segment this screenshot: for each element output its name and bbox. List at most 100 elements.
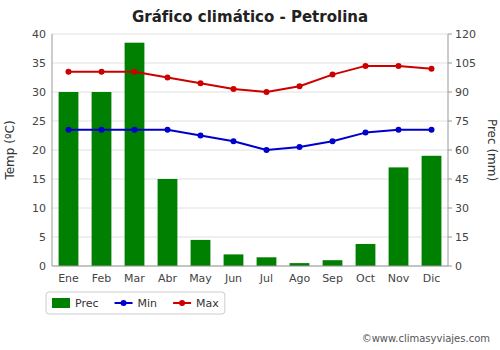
marker bbox=[231, 138, 237, 144]
marker bbox=[264, 147, 270, 153]
grid-line bbox=[52, 121, 448, 122]
grid-line bbox=[52, 63, 448, 64]
bar bbox=[125, 43, 145, 266]
y2-tick-label: 75 bbox=[455, 115, 469, 128]
plot-area bbox=[59, 43, 442, 266]
bar bbox=[422, 156, 442, 266]
chart: Gráfico climático - Petrolina 0 5 10 15 20 25 3… bbox=[0, 0, 500, 350]
y2-tick-label: 90 bbox=[455, 86, 469, 99]
legend-item: Max bbox=[173, 297, 219, 310]
y2-tick bbox=[448, 208, 452, 209]
y-tick-label: 35 bbox=[32, 57, 46, 70]
marker bbox=[198, 80, 204, 86]
y2-tick-label: 30 bbox=[455, 202, 469, 215]
legend-item: Min bbox=[115, 297, 158, 310]
y2-axis-label: Prec (mm) bbox=[485, 119, 499, 181]
legend: Prec Min Max bbox=[46, 292, 225, 314]
legend-label: Prec bbox=[75, 297, 99, 310]
marker bbox=[429, 127, 435, 133]
grid-line bbox=[52, 34, 448, 35]
marker bbox=[363, 63, 369, 69]
marker bbox=[297, 144, 303, 150]
y2-tick-label: 60 bbox=[455, 144, 469, 157]
legend-label: Max bbox=[196, 297, 219, 310]
y2-tick bbox=[448, 179, 452, 180]
marker bbox=[297, 83, 303, 89]
x-tick-label: Ene bbox=[58, 272, 79, 285]
y-tick-label: 30 bbox=[32, 86, 46, 99]
bar bbox=[92, 92, 112, 266]
marker bbox=[66, 69, 72, 75]
x-tick-label: Feb bbox=[92, 272, 111, 285]
y2-tick-label: 120 bbox=[455, 28, 476, 41]
marker bbox=[132, 69, 138, 75]
y-tick-label: 20 bbox=[32, 144, 46, 157]
y2-tick-label: 105 bbox=[455, 57, 476, 70]
x-tick-label: Sep bbox=[322, 272, 343, 285]
y2-tick-label: 15 bbox=[455, 231, 469, 244]
grid-line bbox=[52, 266, 448, 267]
bar bbox=[224, 254, 244, 266]
x-tick-label: Jun bbox=[224, 272, 242, 285]
x-tick-label: Oct bbox=[356, 272, 376, 285]
background bbox=[0, 0, 500, 350]
marker bbox=[396, 63, 402, 69]
y2-tick-label: 45 bbox=[455, 173, 469, 186]
y-tick-label: 0 bbox=[39, 260, 46, 273]
y-tick-label: 25 bbox=[32, 115, 46, 128]
y2-tick bbox=[448, 63, 452, 64]
marker bbox=[99, 127, 105, 133]
line bbox=[69, 130, 432, 150]
marker bbox=[396, 127, 402, 133]
y-tick-label: 15 bbox=[32, 173, 46, 186]
y-tick-label: 40 bbox=[32, 28, 46, 41]
y-axis-label: Temp (ºC) bbox=[3, 120, 17, 180]
x-axis-line bbox=[52, 266, 448, 267]
marker bbox=[198, 133, 204, 139]
marker bbox=[231, 86, 237, 92]
y-axis-line bbox=[52, 34, 53, 266]
marker bbox=[330, 72, 336, 78]
line bbox=[69, 66, 432, 92]
x-tick-label: Dic bbox=[423, 272, 441, 285]
bar bbox=[257, 257, 277, 266]
y-tick-label: 10 bbox=[32, 202, 46, 215]
y2-tick bbox=[448, 237, 452, 238]
legend-frame bbox=[46, 292, 225, 314]
x-tick-label: Abr bbox=[158, 272, 178, 285]
bar bbox=[59, 92, 79, 266]
bar bbox=[323, 260, 343, 266]
marker bbox=[429, 66, 435, 72]
marker bbox=[66, 127, 72, 133]
legend-marker bbox=[179, 300, 185, 306]
grid-line bbox=[52, 92, 448, 93]
x-tick-label: Nov bbox=[388, 272, 410, 285]
legend-item: Prec bbox=[52, 297, 99, 310]
marker bbox=[165, 127, 171, 133]
y2-tick bbox=[448, 92, 452, 93]
y2-tick bbox=[448, 150, 452, 151]
y2-tick bbox=[448, 34, 452, 35]
y2-tick bbox=[448, 266, 452, 267]
marker bbox=[99, 69, 105, 75]
bar bbox=[191, 240, 211, 266]
marker bbox=[264, 89, 270, 95]
x-tick-label: Mar bbox=[124, 272, 145, 285]
bar bbox=[158, 179, 178, 266]
y2-axis-line bbox=[448, 34, 449, 266]
title: Gráfico climático - Petrolina bbox=[132, 8, 368, 26]
legend-label: Min bbox=[138, 297, 158, 310]
y-tick-label: 5 bbox=[39, 231, 46, 244]
watermark: ©www.climasyviajes.com bbox=[362, 333, 490, 344]
bar bbox=[389, 167, 409, 266]
y2-tick bbox=[448, 121, 452, 122]
bar bbox=[356, 244, 376, 266]
marker bbox=[363, 130, 369, 136]
y2-tick-label: 0 bbox=[455, 260, 462, 273]
grid bbox=[52, 34, 448, 266]
marker bbox=[330, 138, 336, 144]
legend-marker bbox=[121, 300, 127, 306]
marker bbox=[132, 127, 138, 133]
marker bbox=[165, 75, 171, 81]
x-tick-label: May bbox=[189, 272, 212, 285]
